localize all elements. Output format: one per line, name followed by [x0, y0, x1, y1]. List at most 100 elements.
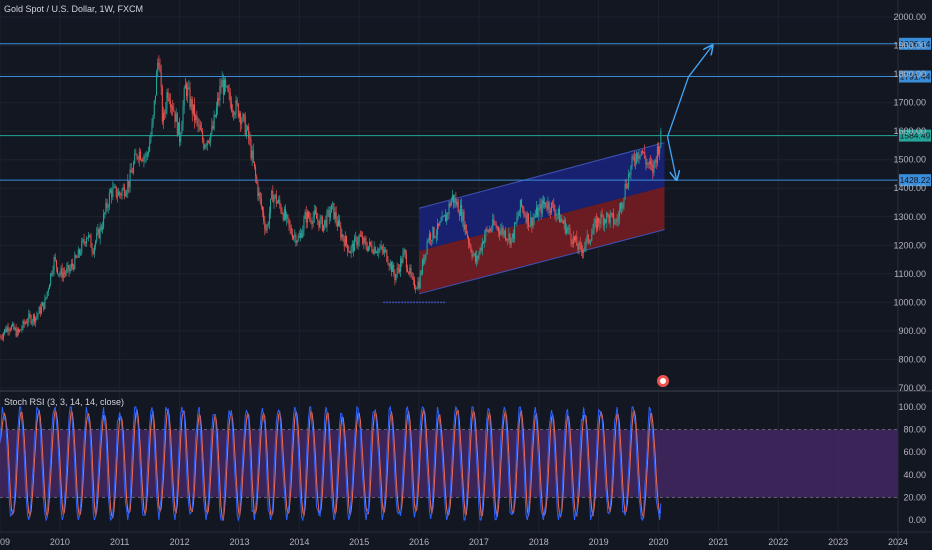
candle-body	[303, 218, 305, 230]
candle-body	[161, 87, 163, 122]
candle-body	[289, 225, 291, 228]
candle-body	[207, 140, 209, 143]
candle-body	[389, 262, 391, 267]
candle-body	[585, 238, 587, 247]
projection-arrow[interactable]	[666, 76, 690, 138]
candle-body	[577, 245, 579, 250]
candle-body	[400, 258, 402, 272]
candle-body	[19, 329, 21, 333]
candle-body	[83, 239, 85, 243]
candle-body	[366, 247, 368, 251]
candle-body	[346, 236, 348, 245]
candle-body	[59, 273, 61, 275]
candle-body	[133, 163, 135, 173]
candle-body	[232, 111, 234, 113]
alert-icon[interactable]	[657, 375, 669, 387]
candle-body	[639, 154, 641, 157]
channel-bottom-line[interactable]	[418, 229, 665, 295]
candle-body	[97, 229, 99, 233]
y-tick-label: 2000.00	[893, 12, 926, 22]
regression-channel[interactable]	[383, 142, 665, 304]
candle-body	[312, 217, 314, 224]
candle-body	[443, 215, 445, 217]
candle-body	[173, 110, 175, 112]
candle-body	[123, 187, 125, 196]
candle-body	[278, 199, 280, 203]
candle-body	[181, 124, 183, 134]
candle-body	[157, 62, 159, 73]
candle-body	[382, 249, 384, 253]
candle-body	[597, 218, 599, 230]
candle-body	[47, 289, 49, 292]
candle-body	[67, 265, 69, 269]
candle-body	[255, 166, 257, 177]
candle-body	[153, 100, 155, 116]
candle-body	[5, 329, 7, 333]
candle-body	[179, 122, 181, 142]
candle-body	[640, 150, 642, 155]
channel-lower-half[interactable]	[419, 186, 665, 294]
candle-body	[369, 241, 371, 247]
candle-body	[568, 227, 570, 229]
candle-body	[158, 62, 160, 66]
stoch-y-tick-label: 100.00	[898, 402, 926, 412]
projection-arrows[interactable]	[666, 46, 713, 180]
candle-body	[274, 194, 276, 197]
candle-body	[582, 250, 584, 254]
candle-body	[308, 212, 310, 218]
candle-body	[69, 268, 71, 272]
candle-body	[314, 210, 316, 214]
projection-arrow[interactable]	[687, 46, 712, 78]
candle-body	[70, 263, 72, 269]
candle-body	[252, 150, 254, 162]
candle-body	[259, 192, 261, 199]
candle-body	[101, 227, 103, 230]
candle-body	[197, 119, 199, 126]
channel-upper-half[interactable]	[419, 142, 665, 252]
candle-body	[227, 86, 229, 92]
candle-body	[159, 65, 161, 72]
candle-body	[385, 250, 387, 251]
candle-body	[418, 281, 420, 289]
candle-body	[285, 209, 287, 220]
candle-body	[160, 71, 162, 88]
y-tick-label: 1300.00	[893, 212, 926, 222]
candle-body	[423, 259, 425, 264]
candle-body	[138, 151, 140, 160]
candle-body	[371, 245, 373, 252]
candle-body	[445, 215, 447, 222]
candle-body	[643, 151, 645, 153]
candle-body	[621, 203, 623, 209]
candle-body	[326, 211, 328, 228]
candle-body	[557, 208, 559, 215]
candle-body	[137, 157, 139, 160]
candle-body	[469, 243, 471, 246]
candle-body	[100, 226, 102, 230]
candle-body	[247, 126, 249, 130]
candle-body	[226, 86, 228, 88]
candle-body	[357, 241, 359, 246]
projection-arrow[interactable]	[666, 136, 677, 180]
candle-body	[534, 215, 536, 217]
candle-body	[492, 219, 494, 230]
candle-body	[441, 216, 443, 221]
candle-body	[388, 264, 390, 267]
candle-body	[395, 274, 397, 280]
candle-body	[438, 223, 440, 226]
candle-body	[494, 224, 496, 225]
candle-body	[377, 252, 379, 253]
candle-body	[205, 145, 207, 147]
candle-body	[329, 212, 331, 218]
x-tick-label: 2011	[110, 537, 129, 547]
candle-body	[654, 159, 656, 161]
channel-top-line[interactable]	[418, 142, 665, 209]
candle-body	[318, 220, 320, 228]
candle-body	[602, 216, 604, 226]
candle-body	[537, 207, 539, 218]
candle-body	[222, 80, 224, 95]
candle-body	[195, 115, 197, 121]
candle-body	[603, 219, 605, 226]
horizontal-levels[interactable]: 1906.14 1791.44 1584.49 1428.22	[0, 37, 931, 187]
